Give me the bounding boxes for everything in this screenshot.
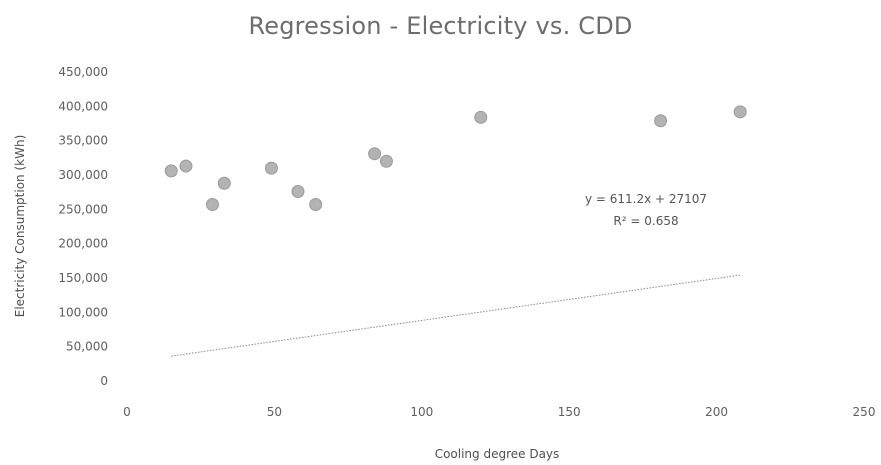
y-tick-label: 0 bbox=[100, 374, 108, 388]
x-tick-label: 50 bbox=[267, 405, 282, 419]
data-point bbox=[309, 198, 323, 212]
y-tick-label: 400,000 bbox=[58, 99, 108, 113]
data-point bbox=[179, 159, 193, 173]
data-point bbox=[733, 105, 747, 119]
y-axis-label: Electricity Consumption (kWh) bbox=[13, 135, 27, 318]
y-tick-label: 350,000 bbox=[58, 134, 108, 148]
x-axis-ticks: 0 50 100 150 200 250 bbox=[123, 405, 875, 419]
trendline-equation: y = 611.2x + 27107 bbox=[585, 192, 707, 206]
x-axis-label: Cooling degree Days bbox=[435, 447, 560, 461]
y-tick-label: 200,000 bbox=[58, 237, 108, 251]
data-point bbox=[368, 147, 382, 161]
data-point bbox=[291, 184, 305, 198]
y-tick-label: 150,000 bbox=[58, 271, 108, 285]
y-tick-label: 450,000 bbox=[58, 65, 108, 79]
x-tick-label: 250 bbox=[853, 405, 876, 419]
data-point bbox=[474, 110, 488, 124]
data-point bbox=[264, 161, 278, 175]
data-point bbox=[379, 154, 393, 168]
data-point bbox=[654, 114, 668, 128]
data-points bbox=[164, 105, 747, 212]
y-axis-ticks: 0 50,000 100,000 150,000 200,000 250,000 300,0… bbox=[58, 65, 108, 388]
trendline bbox=[171, 274, 741, 357]
x-tick-label: 150 bbox=[558, 405, 581, 419]
chart-title: Regression - Electricity vs. CDD bbox=[248, 12, 633, 40]
data-point bbox=[217, 176, 231, 190]
trendline-r-squared: R² = 0.658 bbox=[613, 214, 678, 228]
x-tick-label: 0 bbox=[123, 405, 131, 419]
x-tick-label: 200 bbox=[705, 405, 728, 419]
y-tick-label: 100,000 bbox=[58, 305, 108, 319]
y-tick-label: 50,000 bbox=[66, 340, 108, 354]
y-tick-label: 300,000 bbox=[58, 168, 108, 182]
y-tick-label: 250,000 bbox=[58, 202, 108, 216]
x-tick-label: 100 bbox=[410, 405, 433, 419]
data-point bbox=[205, 198, 219, 212]
data-point bbox=[164, 164, 178, 178]
